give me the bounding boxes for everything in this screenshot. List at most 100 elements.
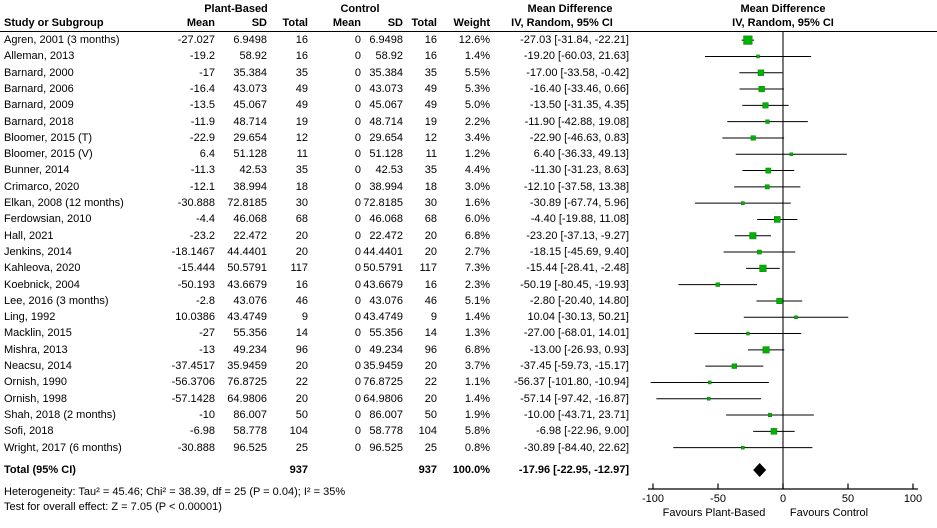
cell-total-control: 20: [424, 392, 437, 405]
cell-mean-plant-based: -27: [199, 327, 215, 340]
cell-study: Barnard, 2000: [4, 66, 74, 79]
effect-square: [746, 331, 750, 336]
cell-sd-control: 46.068: [369, 213, 403, 226]
cell-mean-plant-based: -18.1467: [171, 245, 215, 258]
cell-sd-control: 35.9459: [363, 360, 403, 372]
cell-study: Ornish, 1990: [4, 376, 67, 389]
cell-total-plant-based: 20: [295, 360, 308, 372]
cell-mean-plant-based: -19.2: [189, 50, 215, 63]
cell-mean-control: 0: [354, 115, 361, 128]
cell-sd-plant-based: 43.6679: [227, 278, 267, 291]
cell-weight: 12.6%: [458, 34, 490, 46]
cell-sd-plant-based: 29.654: [233, 131, 267, 144]
cell-sd-plant-based: 6.9498: [233, 34, 267, 46]
cell-sd-plant-based: 51.128: [233, 148, 267, 161]
cell-total-plant-based: 16: [295, 34, 308, 46]
column-header-mean-difference-text: Mean Difference: [527, 3, 613, 15]
cell-sd-control: 48.714: [369, 115, 403, 128]
effect-square: [749, 232, 757, 240]
cell-mean-control: 0: [354, 343, 361, 356]
cell-ci-text: -30.89 [-67.74, 5.96]: [529, 197, 629, 209]
cell-mean-plant-based: -10: [199, 408, 215, 421]
effect-square: [762, 346, 770, 354]
column-header-total-control: Total: [411, 17, 437, 29]
cell-sd-plant-based: 35.9459: [227, 360, 267, 372]
cell-sd-control: 43.073: [369, 82, 403, 95]
cell-total-control: 11: [425, 148, 437, 161]
cell-ci-text: -13.50 [-31.35, 4.35]: [529, 99, 629, 112]
cell-total-control: 35: [424, 164, 437, 177]
cell-total-plant-based: 35: [295, 164, 308, 177]
cell-sd-control: 22.472: [369, 229, 403, 242]
cell-total-control: 19: [424, 115, 437, 128]
effect-square: [757, 249, 762, 255]
cell-ci-text: 10.04 [-30.13, 50.21]: [527, 311, 629, 324]
cell-weight: 2.3%: [464, 278, 490, 291]
column-header-total-pb: Total: [282, 17, 308, 29]
cell-mean-plant-based: -12.1: [189, 180, 215, 193]
cell-total-control: 25: [424, 441, 437, 454]
cell-ci-text: -27.00 [-68.01, 14.01]: [523, 327, 629, 340]
cell-weight: 1.4%: [464, 50, 490, 63]
total-row-label: Total (95% CI): [4, 464, 76, 476]
cell-weight: 1.2%: [464, 148, 490, 161]
effect-square: [765, 119, 770, 124]
cell-total-plant-based: 25: [295, 441, 308, 454]
cell-total-plant-based: 22: [295, 376, 308, 389]
cell-ci-text: -23.20 [-37.13, -9.27]: [526, 229, 629, 242]
cell-sd-control: 55.356: [369, 327, 403, 340]
cell-mean-control: 0: [354, 50, 361, 63]
cell-sd-control: 58.92: [375, 50, 403, 63]
column-header-study: Study or Subgroup: [4, 17, 104, 29]
cell-study: Koebnick, 2004: [4, 278, 80, 291]
cell-weight: 1.3%: [464, 327, 490, 340]
cell-ci-text: -56.37 [-101.80, -10.94]: [514, 376, 629, 389]
cell-sd-plant-based: 35.384: [233, 66, 267, 79]
group-header-plant-based: Plant-Based: [204, 3, 268, 15]
cell-total-control: 30: [424, 197, 437, 209]
cell-mean-plant-based: -17: [199, 66, 215, 79]
cell-total-control: 16: [424, 50, 437, 63]
cell-sd-plant-based: 43.4749: [227, 311, 267, 324]
cell-study: Agren, 2001 (3 months): [4, 34, 120, 46]
effect-square: [758, 85, 765, 93]
cell-study: Wright, 2017 (6 months): [4, 441, 122, 454]
cell-mean-control: 0: [354, 229, 361, 242]
cell-sd-plant-based: 76.8725: [227, 376, 267, 389]
effect-square: [756, 54, 760, 59]
cell-study: Barnard, 2009: [4, 99, 74, 112]
cell-mean-control: 0: [354, 294, 361, 307]
cell-ci-text: -13.00 [-26.93, 0.93]: [529, 343, 629, 356]
cell-weight: 3.7%: [464, 360, 490, 372]
cell-total-control: 46: [424, 294, 437, 307]
cell-study: Ling, 1992: [4, 311, 56, 324]
cell-weight: 0.8%: [464, 441, 490, 454]
cell-total-control: 12: [424, 131, 437, 144]
cell-total-plant-based: 20: [295, 245, 308, 258]
cell-weight: 1.9%: [464, 408, 490, 421]
cell-ci-text: -50.19 [-80.45, -19.93]: [520, 278, 629, 291]
cell-mean-plant-based: -15.444: [177, 262, 215, 275]
cell-weight: 3.4%: [464, 131, 490, 144]
cell-total-plant-based: 35: [295, 66, 308, 79]
cell-weight: 6.8%: [464, 343, 490, 356]
total-row-ci-text: -17.96 [-22.95, -12.97]: [518, 464, 629, 476]
plot-header-ci: IV, Random, 95% CI: [732, 17, 834, 29]
cell-study: Barnard, 2006: [4, 82, 74, 95]
cell-ci-text: -22.90 [-46.63, 0.83]: [529, 131, 629, 144]
cell-ci-text: -11.90 [-42.88, 19.08]: [524, 115, 629, 128]
cell-sd-plant-based: 46.068: [233, 213, 267, 226]
cell-mean-control: 0: [354, 360, 361, 372]
cell-study: Macklin, 2015: [4, 327, 72, 340]
cell-mean-control: 0: [354, 66, 361, 79]
effect-square: [770, 428, 778, 435]
cell-weight: 7.3%: [464, 262, 490, 275]
cell-total-plant-based: 14: [295, 327, 308, 340]
cell-total-plant-based: 50: [295, 408, 308, 421]
cell-total-control: 18: [424, 180, 437, 193]
effect-square: [764, 184, 770, 190]
cell-weight: 6.0%: [464, 213, 490, 226]
cell-total-control: 16: [424, 34, 437, 46]
cell-weight: 3.0%: [464, 180, 490, 193]
